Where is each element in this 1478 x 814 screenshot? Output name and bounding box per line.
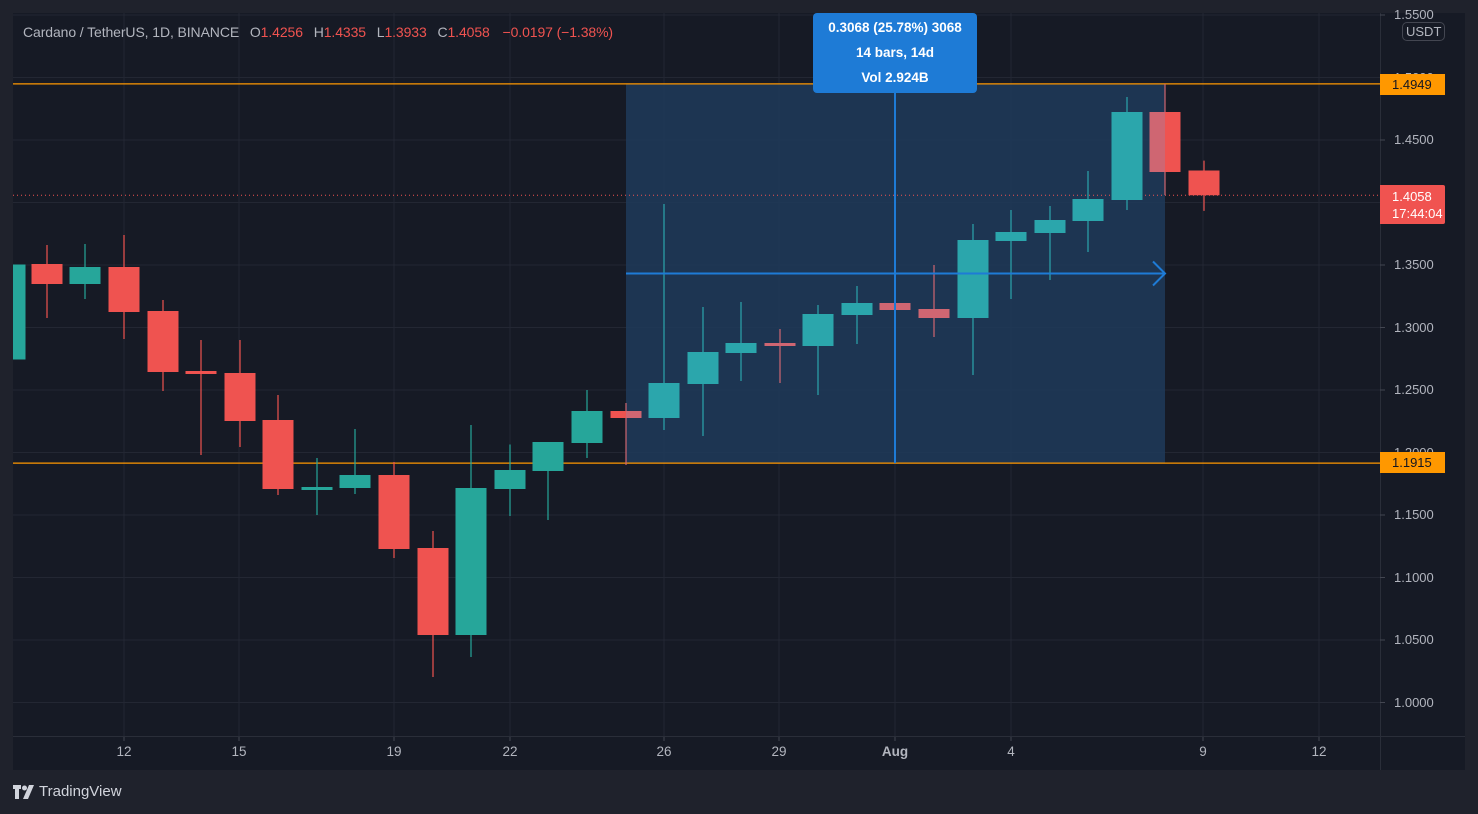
candle-body [687, 352, 719, 384]
close-value: 1.4058 [447, 24, 490, 40]
candle-body [995, 232, 1027, 241]
candle-body [108, 267, 140, 312]
chart-pane[interactable] [13, 13, 1465, 770]
candle-body [841, 303, 873, 315]
candle-body [262, 420, 294, 489]
candle-body [1149, 112, 1165, 172]
price-tick-label: 1.3000 [1394, 319, 1434, 335]
brand-name: TradingView [39, 783, 122, 800]
candle-body [957, 240, 989, 318]
candle-body [31, 264, 63, 284]
candle-body [1165, 112, 1181, 172]
last-price: 1.4058 [1392, 189, 1432, 204]
tradingview-icon [13, 784, 34, 799]
candle-body [610, 411, 626, 418]
time-tick-label: 19 [386, 744, 402, 759]
range-change: 0.3068 (25.78%) 3068 [828, 20, 962, 35]
arrow-right-icon [1152, 260, 1167, 287]
candle-body [185, 371, 217, 374]
candle-body [455, 488, 487, 635]
candle-body [224, 373, 256, 421]
symbol-legend: Cardano / TetherUS, 1D, BINANCE O1.4256 … [23, 24, 613, 40]
range-volume: Vol 2.924B [861, 70, 929, 85]
open-value: 1.4256 [260, 24, 303, 40]
hline-top-price-tag: 1.4949 [1380, 74, 1445, 95]
candle-body [1034, 220, 1066, 233]
candle-body [1072, 199, 1104, 221]
tradingview-logo[interactable]: TradingView [13, 783, 122, 800]
candle-body [532, 442, 564, 471]
candle-body [1188, 170, 1220, 196]
candle-body [918, 309, 950, 318]
symbol-title[interactable]: Cardano / TetherUS, 1D, BINANCE [23, 24, 240, 40]
low-label: L [376, 24, 385, 40]
time-tick-label: 29 [771, 744, 787, 759]
candle-body [417, 548, 449, 635]
candle-body [147, 311, 179, 372]
price-tick-label: 1.0000 [1394, 694, 1434, 710]
time-tick-label: 4 [1007, 744, 1015, 759]
time-tick-label: 9 [1199, 744, 1207, 759]
time-tick-label: 26 [656, 744, 672, 759]
price-tick-label: 1.2500 [1394, 382, 1434, 397]
candle-body [725, 343, 757, 353]
price-tick-label: 1.1000 [1394, 569, 1434, 585]
time-tick-label: 22 [502, 744, 518, 759]
range-bars: 14 bars, 14d [855, 45, 935, 60]
candle-body [13, 264, 26, 360]
time-tick-label: Aug [881, 744, 909, 759]
time-tick-label: 12 [116, 744, 132, 759]
last-price-tag: 1.4058 17:44:04 [1380, 185, 1445, 224]
bar-countdown: 17:44:04 [1392, 206, 1443, 221]
candlestick-chart[interactable] [13, 13, 1465, 770]
time-tick-label: 12 [1311, 744, 1327, 759]
currency-button[interactable]: USDT [1402, 22, 1446, 41]
price-range-tooltip: 0.3068 (25.78%) 3068 14 bars, 14d Vol 2.… [813, 13, 977, 93]
candle-body [802, 314, 834, 346]
candle-body [648, 383, 680, 418]
candle-body [571, 411, 603, 443]
time-tick-label: 15 [231, 744, 247, 759]
candle-body [626, 411, 642, 418]
hline-bottom-price-tag: 1.1915 [1380, 452, 1445, 473]
high-value: 1.4335 [323, 24, 366, 40]
candle-body [378, 475, 410, 549]
price-tick-label: 1.1500 [1394, 507, 1434, 522]
candle-body [301, 487, 333, 490]
price-tick-label: 1.0500 [1394, 632, 1434, 647]
high-label: H [313, 24, 324, 40]
candle-body [1111, 112, 1143, 200]
open-label: O [249, 24, 261, 40]
price-tick-label: 1.5500 [1394, 7, 1434, 22]
change-value: −0.0197 (−1.38%) [502, 24, 614, 40]
candle-body [339, 475, 371, 488]
price-tick-label: 1.3500 [1394, 257, 1434, 272]
candle-body [69, 267, 101, 284]
low-value: 1.3933 [384, 24, 427, 40]
candle-body [764, 343, 796, 346]
close-label: C [437, 24, 448, 40]
candle-body [494, 470, 526, 489]
price-tick-label: 1.4500 [1394, 132, 1434, 147]
